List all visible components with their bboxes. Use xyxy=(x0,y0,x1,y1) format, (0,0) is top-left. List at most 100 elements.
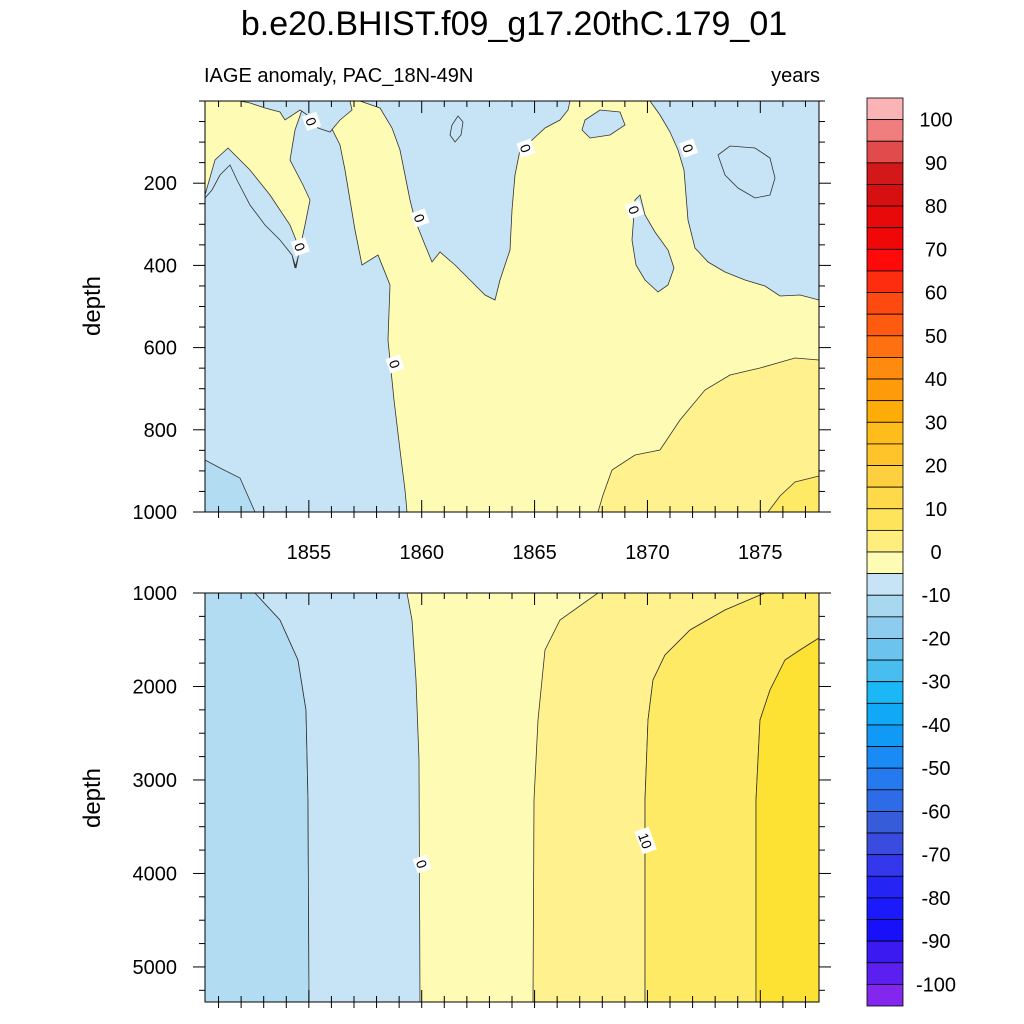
contour-label-bg xyxy=(410,208,430,228)
colorbar-swatch xyxy=(866,184,904,207)
colorbar-swatch xyxy=(866,659,904,683)
upper-axis-ticks xyxy=(193,100,831,518)
y-tick-label: 5000 xyxy=(133,957,178,979)
upper-region-neg-blob1 xyxy=(449,115,464,143)
lower-y-axis-label: depth xyxy=(79,768,106,828)
colorbar-swatch xyxy=(866,227,904,250)
colorbar-swatch xyxy=(866,378,904,402)
figure-title: b.e20.BHIST.f09_g17.20thC.179_01 xyxy=(241,5,787,43)
colorbar-swatch xyxy=(866,508,904,531)
colorbar-swatch xyxy=(866,724,904,747)
colorbar-label: -50 xyxy=(922,758,951,780)
contour-line-label: 0 xyxy=(290,237,310,257)
subtitle-left: IAGE anomaly, PAC_18N-49N xyxy=(204,65,473,87)
colorbar-swatch xyxy=(866,962,904,985)
contour-label-bg xyxy=(516,138,536,158)
y-tick-label: 1000 xyxy=(133,502,178,524)
lower-panel: 1000 2000 3000 4000 5000 0 10 depth xyxy=(79,583,831,1008)
colorbar-swatch xyxy=(866,919,904,942)
x-tick-label: 1855 xyxy=(287,542,332,564)
colorbar-swatch xyxy=(866,897,904,920)
colorbar-swatch xyxy=(866,162,904,185)
colorbar-label: -40 xyxy=(922,715,951,737)
colorbar-label: 20 xyxy=(925,456,947,478)
y-tick-label: 400 xyxy=(144,255,177,277)
colorbar-swatch xyxy=(866,443,904,466)
contour-label-bg xyxy=(290,237,310,257)
lower-contour-labels: 0 10 xyxy=(412,826,657,874)
colorbar-swatch xyxy=(866,270,904,293)
colorbar-swatch xyxy=(866,573,904,596)
colorbar-label: 70 xyxy=(925,239,947,261)
colorbar-label: -10 xyxy=(922,585,951,607)
colorbar-swatch xyxy=(866,594,904,618)
x-tick-label: 1865 xyxy=(512,542,557,564)
contour-line-label: 10 xyxy=(634,826,657,855)
contour-label-bg xyxy=(678,138,699,158)
colorbar-label: 10 xyxy=(925,499,947,521)
colorbar-swatch xyxy=(866,465,904,488)
colorbar-label: 60 xyxy=(925,283,947,305)
colorbar-swatch xyxy=(866,702,904,726)
colorbar-swatch xyxy=(866,486,904,510)
x-tick-label: 1870 xyxy=(625,542,670,564)
contour-line-label: 0 xyxy=(624,200,644,220)
colorbar-swatch xyxy=(866,638,904,661)
colorbar-swatch xyxy=(866,811,904,834)
colorbar-label: 0 xyxy=(930,542,941,564)
colorbar-swatch xyxy=(866,746,904,769)
colorbar-label: -70 xyxy=(922,845,951,867)
colorbar-label: 90 xyxy=(925,153,947,175)
colorbar-swatch xyxy=(866,616,904,639)
y-tick-label: 200 xyxy=(144,173,177,195)
contour-line-label: 0 xyxy=(516,138,536,158)
colorbar-swatch xyxy=(866,335,904,358)
colorbar-swatch xyxy=(866,854,904,877)
colorbar-swatch xyxy=(866,789,904,812)
upper-region-neg-topcenter xyxy=(359,100,571,301)
colorbar-swatch xyxy=(866,292,904,315)
contour-label-bg xyxy=(624,200,644,220)
colorbar-label: -20 xyxy=(922,628,951,650)
upper-contour-labels: 0 0 0 0 0 0 0 xyxy=(290,111,699,374)
lower-axis-ticks xyxy=(193,592,831,1008)
x-tick-label: 1860 xyxy=(399,542,444,564)
colorbar-swatch xyxy=(866,940,904,964)
colorbar-swatch xyxy=(866,205,904,229)
colorbar-swatch xyxy=(866,140,904,164)
colorbar-swatch xyxy=(866,983,904,1007)
upper-axis-tick-labels: 1855 1860 1865 1870 1875 200 400 600 800 1000 xyxy=(133,173,783,564)
y-tick-label: 3000 xyxy=(133,770,178,792)
colorbar-label: -100 xyxy=(916,974,956,996)
lower-axis-tick-labels: 1000 2000 3000 4000 5000 xyxy=(133,583,178,979)
colorbar-swatch xyxy=(866,875,904,899)
contour-label-bg xyxy=(385,354,405,374)
colorbar-swatch xyxy=(866,357,904,380)
contour-label-bg xyxy=(301,111,322,131)
contour-line-label: 0 xyxy=(678,138,699,158)
y-tick-label: 2000 xyxy=(133,676,178,698)
contour-line-label: 0 xyxy=(301,111,322,131)
colorbar-swatch xyxy=(866,551,904,575)
subtitle-right: years xyxy=(771,65,820,87)
contour-line-label: 0 xyxy=(410,208,430,228)
upper-region-neg-left xyxy=(204,109,408,513)
colorbar-label: -30 xyxy=(922,672,951,694)
y-tick-label: 1000 xyxy=(133,583,178,605)
contour-label-text: 10 xyxy=(635,831,655,851)
colorbar-label: -90 xyxy=(922,931,951,953)
contour-label-bg xyxy=(412,854,432,874)
upper-y-axis-label: depth xyxy=(79,276,106,336)
colorbar-swatch xyxy=(866,767,904,791)
y-tick-label: 4000 xyxy=(133,863,178,885)
y-tick-label: 600 xyxy=(144,338,177,360)
colorbar-swatch xyxy=(866,97,904,121)
contour-line-label: 0 xyxy=(385,354,405,374)
colorbar-swatch xyxy=(866,681,904,704)
lower-region-neg10 xyxy=(204,592,310,1003)
upper-region-neg-blob2 xyxy=(581,109,626,139)
colorbar-label: -60 xyxy=(922,801,951,823)
contour-line-label: 0 xyxy=(412,854,432,874)
